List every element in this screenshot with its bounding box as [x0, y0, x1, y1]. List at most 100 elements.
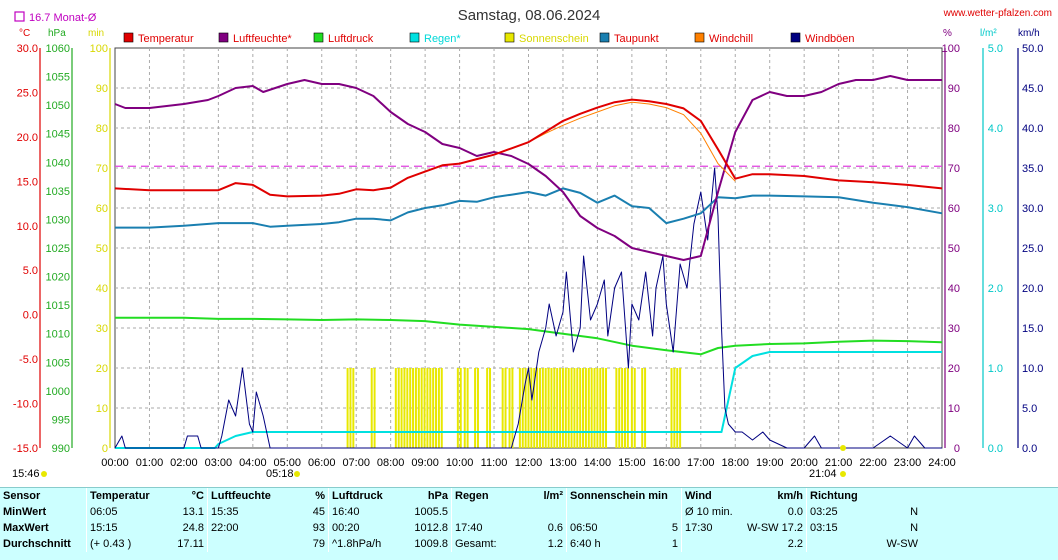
humidity-tick-label: 30: [948, 323, 960, 335]
monat-legend-icon: [14, 11, 25, 22]
minutes-tick-label: 70: [96, 163, 108, 175]
wind-value: 2.2: [787, 538, 804, 550]
pressure-tick-label: 990: [52, 443, 70, 455]
pressure-tick-label: 1050: [46, 100, 70, 112]
hum-time: [207, 536, 284, 552]
header-temp-unit: °C: [191, 490, 204, 502]
stats-row-min: MinWert 06:05 13.1 15:35 45 16:40 1005.5…: [0, 504, 921, 520]
dir-value: W-SW: [886, 538, 919, 550]
press-value: 1009.8: [414, 538, 448, 550]
sunshine-bar: [547, 368, 550, 448]
temp-tick-label: 25.0: [17, 87, 38, 99]
sunshine-bar: [579, 368, 582, 448]
temp-value: 13.1: [182, 506, 204, 518]
press-time: 00:20: [328, 520, 401, 536]
rain-time: 17:40: [451, 520, 518, 536]
minutes-tick-label: 50: [96, 243, 108, 255]
left-time-label: 15:46: [12, 468, 40, 480]
humidity-unit-label: %: [943, 28, 952, 39]
series-line-taupunkt: [115, 187, 943, 229]
rain-tick-label: 5.0: [988, 43, 1003, 55]
legend-swatch-6: [694, 32, 705, 43]
sunshine-bar: [679, 368, 682, 448]
x-tick-label: 15:00: [618, 457, 646, 469]
x-tick-label: 11:00: [481, 457, 508, 469]
x-tick-label: 17:00: [687, 457, 715, 469]
sunshine-bar: [508, 368, 511, 448]
sunshine-bar: [489, 368, 492, 448]
sunshine-bar: [673, 368, 676, 448]
wind-tick-label: 45.0: [1022, 83, 1043, 95]
wind-tick-label: 30.0: [1022, 203, 1043, 215]
sunshine-bar: [400, 368, 403, 448]
press-value: 1005.5: [414, 506, 448, 518]
wind-value: W-SW 17.2: [747, 522, 804, 534]
sunshine-bar: [349, 368, 352, 448]
minutes-tick-label: 60: [96, 203, 108, 215]
sunshine-bar: [626, 368, 629, 448]
sunshine-bar: [615, 368, 618, 448]
sunshine-bar: [476, 368, 479, 448]
wind-tick-label: 10.0: [1022, 363, 1043, 375]
temp-time: 06:05: [86, 504, 163, 520]
press-time: 16:40: [328, 504, 401, 520]
sunshine-bar: [420, 368, 423, 448]
dir-value: N: [910, 506, 919, 518]
wind-tick-label: 5.0: [1022, 403, 1037, 415]
site-url[interactable]: www.wetter-pfalzen.com: [943, 8, 1052, 19]
temp-unit-label: °C: [19, 28, 30, 39]
sunset-axis-marker: [840, 445, 846, 451]
series-line-regen: [115, 351, 942, 449]
legend-swatch-0: [123, 32, 134, 43]
sun-value: 1: [671, 538, 678, 550]
x-tick-label: 05:00: [274, 457, 302, 469]
sunshine-bar: [429, 368, 432, 448]
sunshine-bar: [397, 368, 400, 448]
wind-tick-label: 25.0: [1022, 243, 1043, 255]
sunshine-bar: [524, 368, 527, 448]
sunshine-bar: [576, 368, 579, 448]
legend-swatch-5: [599, 32, 610, 43]
sunshine-bar: [621, 368, 624, 448]
sunshine-bar: [521, 368, 524, 448]
sunshine-bar: [584, 368, 587, 448]
pressure-tick-label: 1020: [46, 272, 70, 284]
legend-label-5: Taupunkt: [614, 33, 659, 45]
sunshine-bar: [437, 368, 440, 448]
header-luftfeuchte: Luftfeuchte: [207, 488, 284, 504]
temp-tick-label: 15.0: [17, 176, 38, 188]
header-hum-unit: %: [315, 490, 325, 502]
legend-label-3: Regen*: [424, 33, 461, 45]
pressure-tick-label: 1000: [46, 386, 70, 398]
pressure-tick-label: 1005: [46, 357, 70, 369]
sunshine-bar: [426, 368, 429, 448]
sunshine-bar: [352, 368, 355, 448]
row-label: MinWert: [3, 506, 47, 518]
series-line-luftdruck: [115, 316, 943, 356]
dir-value: N: [910, 522, 919, 534]
humidity-tick-label: 50: [948, 243, 960, 255]
wind-tick-label: 35.0: [1022, 163, 1043, 175]
header-wind-unit: km/h: [777, 490, 804, 502]
dir-time: [806, 536, 861, 552]
sunshine-bar: [604, 368, 607, 448]
x-tick-label: 12:00: [515, 457, 543, 469]
rain-value: 0.6: [547, 522, 563, 534]
humidity-tick-label: 60: [948, 203, 960, 215]
series-line-windben: [114, 167, 942, 449]
sunset-time: 21:04: [809, 468, 837, 480]
x-tick-label: 10:00: [446, 457, 474, 469]
sunshine-bar: [432, 368, 435, 448]
legend-swatch-2: [313, 32, 324, 43]
rain-tick-label: 4.0: [988, 123, 1003, 135]
humidity-tick-label: 100: [942, 43, 960, 55]
sunshine-bar: [417, 368, 420, 448]
sunshine-bar: [633, 368, 636, 448]
sunshine-bar: [456, 368, 459, 448]
sunshine-bar: [567, 368, 570, 448]
rain-time: Gesamt:: [451, 536, 518, 552]
sunshine-bar: [474, 368, 477, 448]
pressure-tick-label: 1025: [46, 243, 70, 255]
sunshine-bar: [394, 368, 397, 448]
minutes-tick-label: 100: [90, 43, 108, 55]
